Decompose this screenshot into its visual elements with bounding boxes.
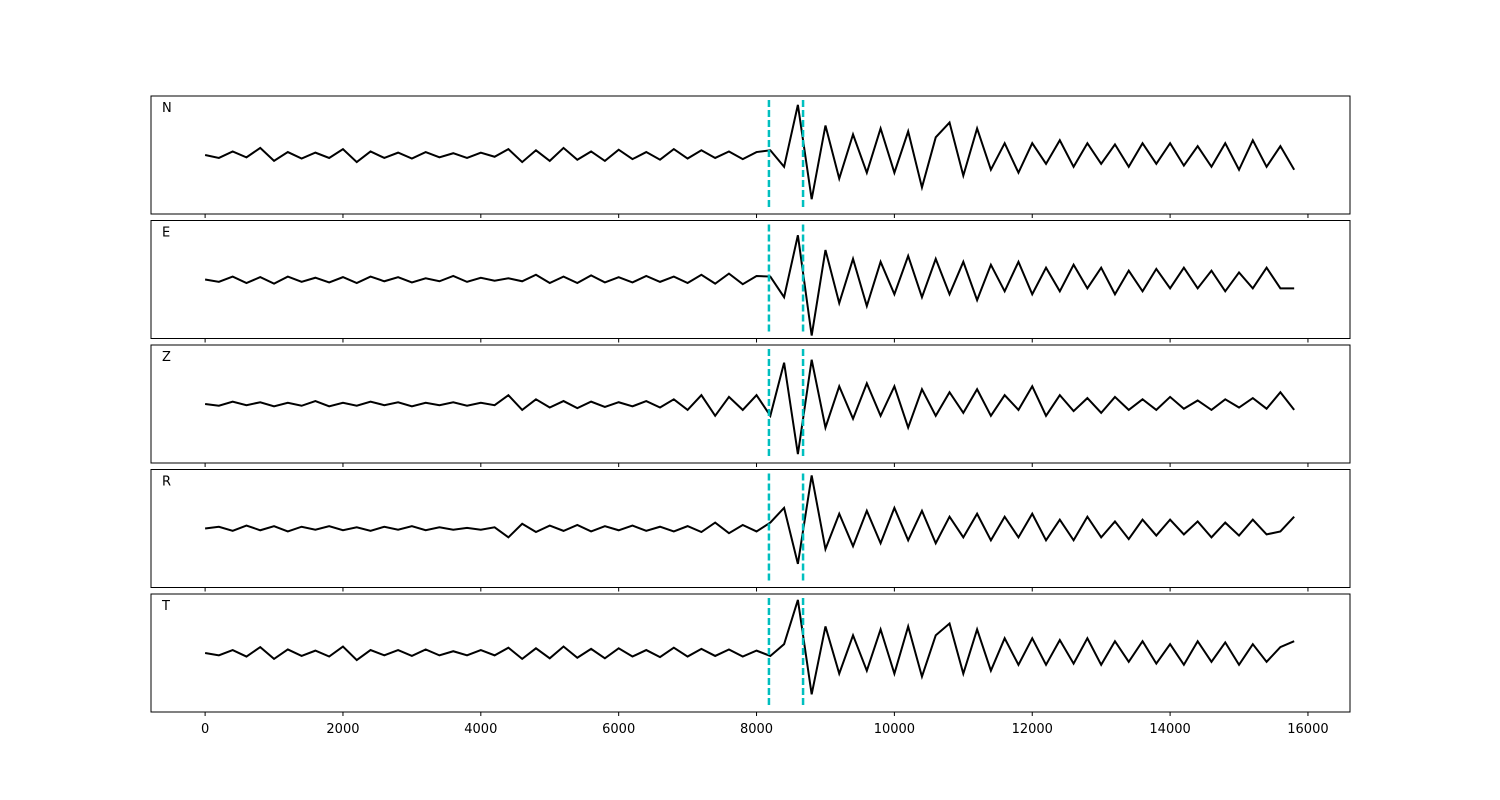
panel-frame xyxy=(150,469,1351,588)
panel-label: T xyxy=(161,599,170,614)
trace xyxy=(204,235,1295,336)
panel-frame xyxy=(150,95,1351,215)
panel-label: Z xyxy=(162,350,171,365)
trace xyxy=(204,104,1296,200)
x-tick-label: 14000 xyxy=(1149,722,1190,737)
panel-frame xyxy=(150,593,1351,713)
x-tick-label: 6000 xyxy=(602,722,635,737)
panel-frame xyxy=(150,344,1351,464)
x-tick-label: 0 xyxy=(201,722,209,737)
x-tick-label: 4000 xyxy=(464,722,497,737)
x-tick-label: 10000 xyxy=(874,722,915,737)
panel-label: N xyxy=(162,101,172,116)
trace xyxy=(204,359,1295,455)
panel-label: R xyxy=(162,475,171,490)
panel-label: E xyxy=(162,226,170,241)
panel-frame xyxy=(150,220,1351,339)
x-tick-label: 16000 xyxy=(1287,722,1328,737)
trace xyxy=(204,599,1295,695)
x-tick-label: 8000 xyxy=(740,722,773,737)
x-tick-label: 12000 xyxy=(1012,722,1053,737)
trace xyxy=(204,475,1295,565)
x-tick-label: 2000 xyxy=(326,722,359,737)
